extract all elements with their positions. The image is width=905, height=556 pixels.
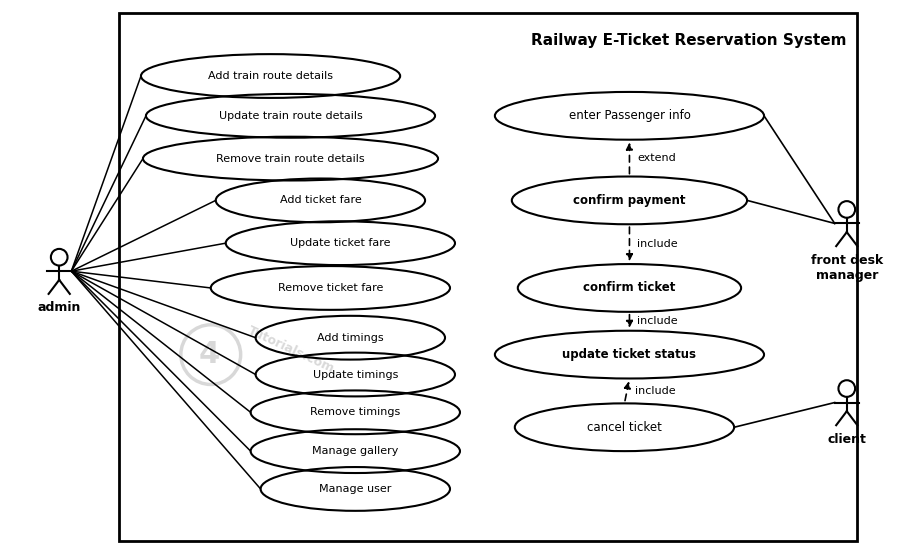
Text: Remove ticket fare: Remove ticket fare	[278, 283, 383, 293]
Text: include: include	[637, 239, 678, 249]
Text: Remove train route details: Remove train route details	[216, 153, 365, 163]
Text: admin: admin	[37, 301, 81, 315]
Text: Add ticket fare: Add ticket fare	[280, 195, 361, 205]
Text: Remove timings: Remove timings	[310, 408, 400, 418]
Text: Update timings: Update timings	[312, 370, 398, 380]
Text: client: client	[827, 433, 866, 446]
Text: update ticket status: update ticket status	[562, 348, 697, 361]
Text: Manage user: Manage user	[319, 484, 392, 494]
Text: Railway E-Ticket Reservation System: Railway E-Ticket Reservation System	[531, 33, 847, 48]
Text: Manage gallery: Manage gallery	[312, 446, 398, 456]
Text: Add train route details: Add train route details	[208, 71, 333, 81]
Text: Tutorials.com: Tutorials.com	[245, 324, 337, 375]
Text: front desk
manager: front desk manager	[811, 254, 883, 282]
Text: Add timings: Add timings	[317, 332, 384, 342]
Text: confirm payment: confirm payment	[573, 194, 686, 207]
Text: confirm ticket: confirm ticket	[583, 281, 676, 295]
Bar	[119, 13, 857, 540]
Text: include: include	[637, 316, 678, 326]
Text: Update ticket fare: Update ticket fare	[291, 238, 391, 248]
Text: extend: extend	[637, 153, 676, 163]
Text: enter Passenger info: enter Passenger info	[568, 110, 691, 122]
Text: 4: 4	[198, 340, 219, 369]
Text: Update train route details: Update train route details	[219, 111, 362, 121]
Text: cancel ticket: cancel ticket	[587, 421, 662, 434]
Text: include: include	[635, 386, 675, 396]
